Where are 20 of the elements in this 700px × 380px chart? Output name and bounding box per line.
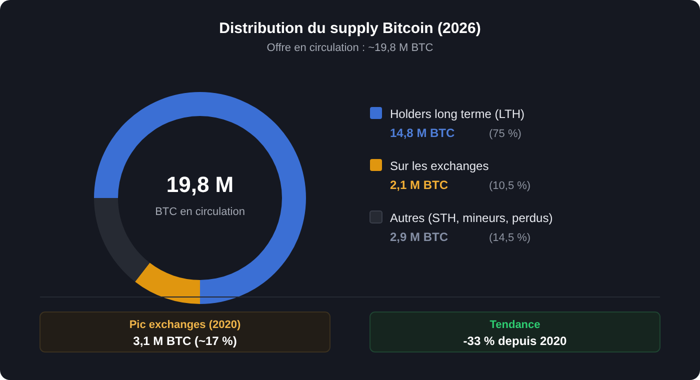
- text: 19,8 M: [166, 172, 234, 197]
- donut-slice: [94, 92, 306, 304]
- data-label: (75 %): [489, 128, 522, 140]
- text: 2,9 M BTC: [390, 230, 448, 244]
- legend-label: Autres (STH, mineurs, perdus): [390, 211, 553, 225]
- text: Tendance: [490, 319, 540, 331]
- legend-label: Sur les exchanges: [390, 159, 489, 173]
- donut-slice: [135, 262, 200, 304]
- text: -33 % depuis 2020: [463, 334, 568, 348]
- text: 14,8 M BTC: [390, 126, 455, 140]
- text: Pic exchanges (2020): [129, 319, 241, 331]
- text: 3,1 M BTC (~17 %): [133, 334, 237, 348]
- legend-label: Holders long terme (LTH): [390, 107, 524, 121]
- donut-slice: [94, 198, 150, 282]
- data-label: (14,5 %): [489, 232, 531, 244]
- text: BTC en circulation: [155, 206, 245, 218]
- data-label: (10,5 %): [489, 180, 531, 192]
- chart-subtitle: Offre en circulation : ~19,8 M BTC: [266, 42, 434, 54]
- chart-title: Distribution du supply Bitcoin (2026): [219, 20, 481, 37]
- text: 2,1 M BTC: [390, 178, 448, 192]
